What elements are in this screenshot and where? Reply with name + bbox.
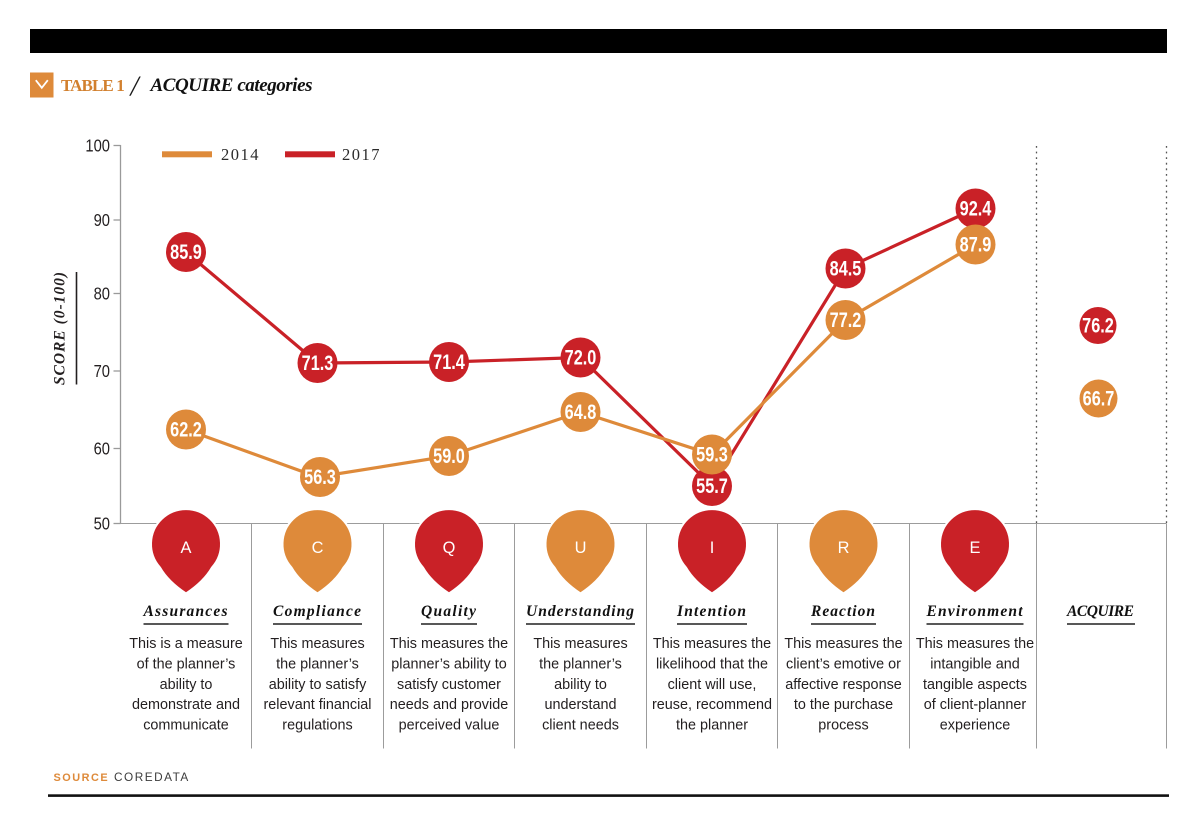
svg-text:62.2: 62.2 (170, 419, 202, 443)
svg-text:TABLE 1: TABLE 1 (61, 76, 126, 95)
svg-text:Assurances: Assurances (143, 603, 229, 620)
svg-text:2017: 2017 (342, 145, 381, 164)
svg-text:/: / (129, 71, 142, 103)
svg-text:92.4: 92.4 (960, 198, 992, 222)
svg-text:70: 70 (94, 362, 110, 382)
svg-text:I: I (710, 539, 715, 557)
svg-text:E: E (970, 539, 981, 557)
svg-text:Compliance: Compliance (273, 603, 362, 620)
svg-text:71.3: 71.3 (302, 352, 334, 376)
svg-text:2014: 2014 (221, 145, 260, 164)
svg-text:COREDATA: COREDATA (114, 770, 190, 784)
svg-text:U: U (575, 539, 587, 557)
svg-text:59.0: 59.0 (433, 445, 465, 469)
svg-text:A: A (181, 539, 192, 557)
svg-text:50: 50 (94, 514, 110, 534)
svg-text:Intention: Intention (676, 603, 747, 620)
svg-text:64.8: 64.8 (565, 401, 597, 425)
svg-text:56.3: 56.3 (304, 466, 336, 490)
svg-text:C: C (312, 539, 324, 557)
svg-text:Q: Q (443, 539, 456, 557)
svg-text:84.5: 84.5 (830, 258, 862, 282)
svg-text:R: R (838, 539, 850, 557)
svg-text:SOURCE: SOURCE (54, 772, 110, 784)
svg-text:77.2: 77.2 (830, 309, 862, 333)
svg-text:87.9: 87.9 (960, 234, 992, 258)
svg-text:Quality: Quality (421, 603, 477, 620)
svg-text:71.4: 71.4 (433, 351, 465, 375)
svg-text:100: 100 (85, 136, 110, 156)
svg-text:Reaction: Reaction (810, 603, 876, 620)
svg-text:85.9: 85.9 (170, 241, 202, 265)
svg-text:ACQUIRE: ACQUIRE (1066, 603, 1135, 620)
svg-text:Understanding: Understanding (526, 603, 635, 620)
svg-text:66.7: 66.7 (1083, 388, 1115, 412)
svg-text:60: 60 (94, 439, 110, 459)
svg-text:59.3: 59.3 (696, 444, 728, 468)
svg-text:55.7: 55.7 (696, 475, 728, 499)
svg-text:90: 90 (94, 211, 110, 231)
svg-text:80: 80 (94, 284, 110, 304)
svg-text:76.2: 76.2 (1082, 315, 1114, 339)
svg-text:SCORE (0-100): SCORE (0-100) (52, 271, 69, 385)
svg-text:Environment: Environment (926, 603, 1024, 620)
svg-text:72.0: 72.0 (565, 347, 597, 371)
svg-text:ACQUIRE categories: ACQUIRE categories (150, 75, 313, 96)
